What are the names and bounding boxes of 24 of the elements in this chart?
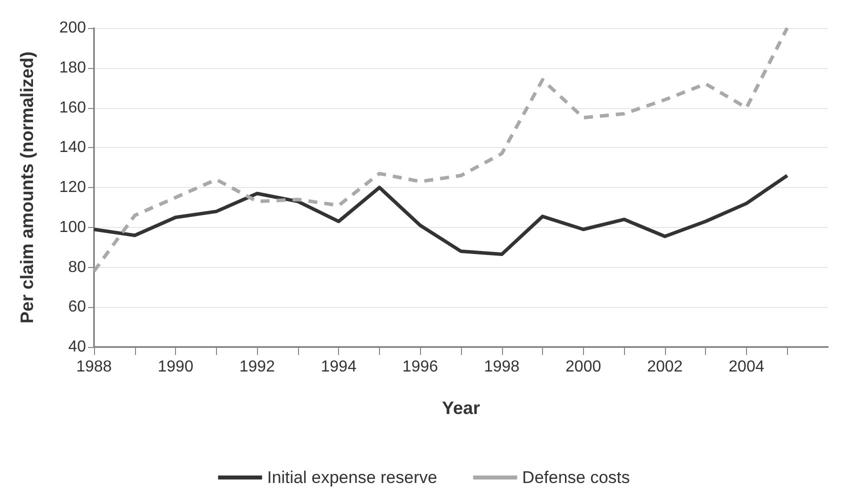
line-series: [92, 26, 789, 273]
legend-label: Defense costs: [522, 468, 630, 487]
x-tick-label: 1994: [320, 358, 357, 376]
x-tick-label: 2002: [647, 358, 683, 376]
y-tick-label: 200: [59, 20, 86, 36]
x-tick-label: 2004: [728, 358, 764, 376]
line-series: [92, 174, 789, 256]
legend-label: Initial expense reserve: [267, 468, 438, 487]
x-axis-title: Year: [442, 398, 480, 418]
x-tick-label: 1988: [76, 358, 112, 376]
y-tick-label: 140: [59, 139, 86, 156]
y-tick-label: 80: [68, 258, 86, 276]
y-tick-label: 120: [59, 179, 86, 196]
y-tick-label: 40: [68, 338, 86, 356]
y-axis-title: Per claim amounts (normalized): [17, 51, 37, 324]
y-tick-label: 60: [68, 298, 86, 316]
x-tick-label: 1990: [158, 358, 194, 376]
x-tick-label: 1992: [239, 358, 276, 376]
y-tick-label: 160: [59, 99, 86, 116]
y-tick-label: 100: [59, 218, 86, 236]
x-tick-label: 1996: [402, 358, 438, 376]
y-tick-label: 180: [59, 59, 86, 76]
x-tick-label: 2000: [566, 358, 602, 376]
x-tick-label: 1998: [484, 358, 520, 376]
